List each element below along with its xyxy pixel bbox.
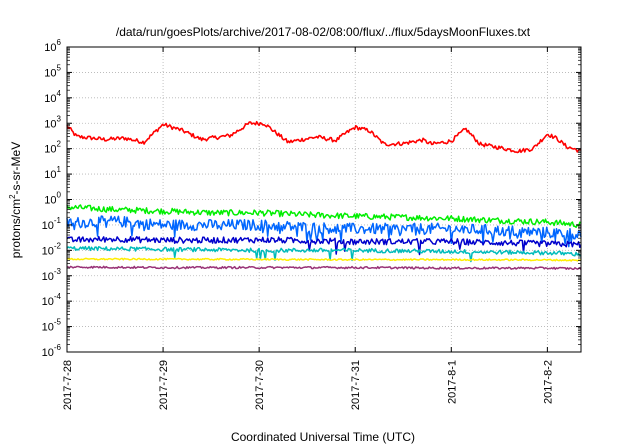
y-tick-label: 100 <box>44 191 61 207</box>
series-line-6 <box>66 257 582 262</box>
y-tick-label: 10-6 <box>42 343 62 359</box>
y-tick-label: 10-3 <box>42 267 62 283</box>
y-tick-label: 103 <box>44 114 61 130</box>
y-axis-label-post: -s-sr-MeV <box>9 142 23 195</box>
y-tick-label: 10-5 <box>42 318 62 334</box>
plot-frame <box>66 46 582 353</box>
series-line-2 <box>66 204 582 229</box>
y-tick-label: 10-1 <box>42 216 62 232</box>
x-tick-label: 2017-8-2 <box>542 360 554 404</box>
series-line-3 <box>66 215 582 248</box>
x-tick-label: 2017-8-1 <box>446 360 458 404</box>
series-line-4 <box>66 235 582 256</box>
x-tick-label: 2017-7-30 <box>254 360 266 410</box>
x-tick-label: 2017-7-28 <box>62 360 74 410</box>
x-axis-ticks: 2017-7-28 2017-7-29 2017-7-30 2017-7-31 2017… <box>62 47 554 410</box>
y-tick-label: 102 <box>44 140 61 156</box>
series-line-7 <box>67 265 582 271</box>
y-axis-label-pre: protons/cm <box>9 199 23 258</box>
y-axis-label-sup: 2 <box>8 194 17 199</box>
y-tick-label: 105 <box>44 63 61 79</box>
chart-title: /data/run/goesPlots/archive/2017-08-02/0… <box>116 25 531 39</box>
x-axis-label: Coordinated Universal Time (UTC) <box>231 430 415 444</box>
y-axis-label: protons/cm2-s-sr-MeV <box>8 142 23 258</box>
series-line-1 <box>66 120 582 154</box>
series-group <box>66 120 582 271</box>
x-tick-label: 2017-7-31 <box>350 360 362 410</box>
y-axis-ticks: 10-6 10-5 10-4 10-3 10-2 10-1 100 101 102 103 104 1… <box>42 38 581 359</box>
y-tick-label: 101 <box>44 165 61 181</box>
y-tick-label: 104 <box>44 89 61 105</box>
y-tick-label: 106 <box>44 38 61 54</box>
grid <box>67 47 581 352</box>
x-tick-label: 2017-7-29 <box>158 360 170 410</box>
y-tick-label: 10-4 <box>42 292 62 308</box>
y-tick-label: 10-2 <box>42 241 62 257</box>
series-line-5 <box>66 245 582 263</box>
